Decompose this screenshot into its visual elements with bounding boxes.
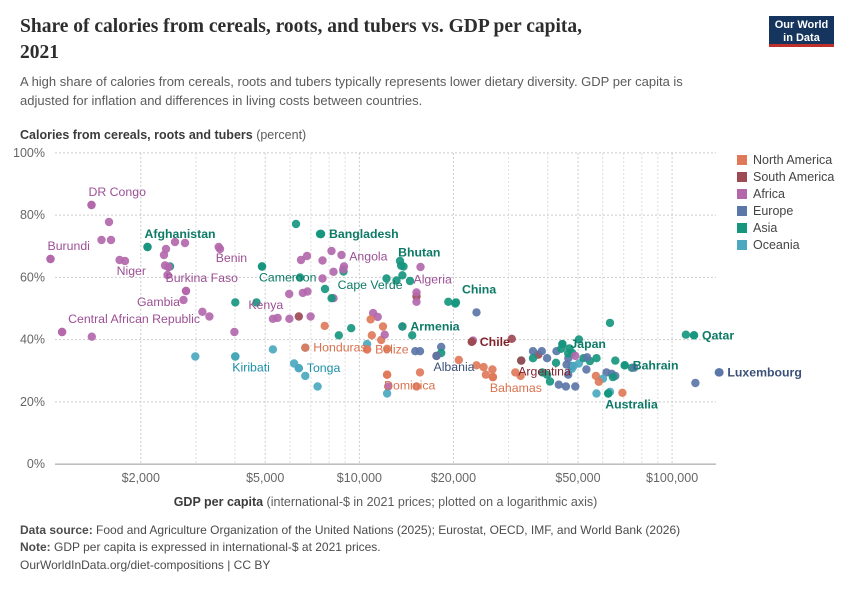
svg-text:80%: 80% [20,208,45,222]
svg-text:Algeria: Algeria [414,273,452,287]
svg-text:Niger: Niger [117,264,146,278]
svg-text:$50,000: $50,000 [555,471,600,485]
svg-text:Belize: Belize [375,342,409,356]
svg-text:Central African Republic: Central African Republic [68,312,200,326]
svg-text:Dominica: Dominica [384,379,435,393]
svg-text:$5,000: $5,000 [246,471,284,485]
svg-text:Chile: Chile [480,335,510,349]
svg-text:$100,000: $100,000 [646,471,698,485]
svg-text:DR Congo: DR Congo [89,185,147,199]
svg-text:0%: 0% [27,457,45,471]
svg-text:Honduras: Honduras [313,341,366,355]
svg-text:Cape Verde: Cape Verde [338,278,403,292]
svg-text:$2,000: $2,000 [122,471,160,485]
svg-text:60%: 60% [20,270,45,284]
svg-text:Australia: Australia [605,398,658,412]
svg-text:Qatar: Qatar [702,328,734,342]
svg-text:Argentina: Argentina [518,365,571,379]
svg-text:Bhutan: Bhutan [398,246,440,260]
svg-text:Tonga: Tonga [307,361,341,375]
svg-text:Burkina Faso: Burkina Faso [166,271,239,285]
svg-text:Afghanistan: Afghanistan [145,227,216,241]
svg-text:Japan: Japan [570,337,606,351]
svg-text:$10,000: $10,000 [337,471,382,485]
svg-text:Gambia: Gambia [137,295,180,309]
svg-text:$20,000: $20,000 [431,471,476,485]
svg-text:Bangladesh: Bangladesh [329,227,399,241]
svg-text:Cameroon: Cameroon [259,271,317,285]
svg-text:100%: 100% [13,146,45,160]
svg-text:40%: 40% [20,333,45,347]
svg-text:Albania: Albania [434,360,475,374]
svg-text:Luxembourg: Luxembourg [727,365,801,379]
svg-text:Bahamas: Bahamas [490,381,542,395]
svg-text:Angola: Angola [349,249,387,263]
svg-text:China: China [462,282,496,296]
svg-text:Benin: Benin [216,251,248,265]
svg-text:Bahrain: Bahrain [633,358,679,372]
svg-text:Burundi: Burundi [48,239,90,253]
svg-text:Kenya: Kenya [248,298,283,312]
svg-text:Armenia: Armenia [410,320,459,334]
svg-text:Kiribati: Kiribati [232,361,270,375]
svg-text:20%: 20% [20,395,45,409]
